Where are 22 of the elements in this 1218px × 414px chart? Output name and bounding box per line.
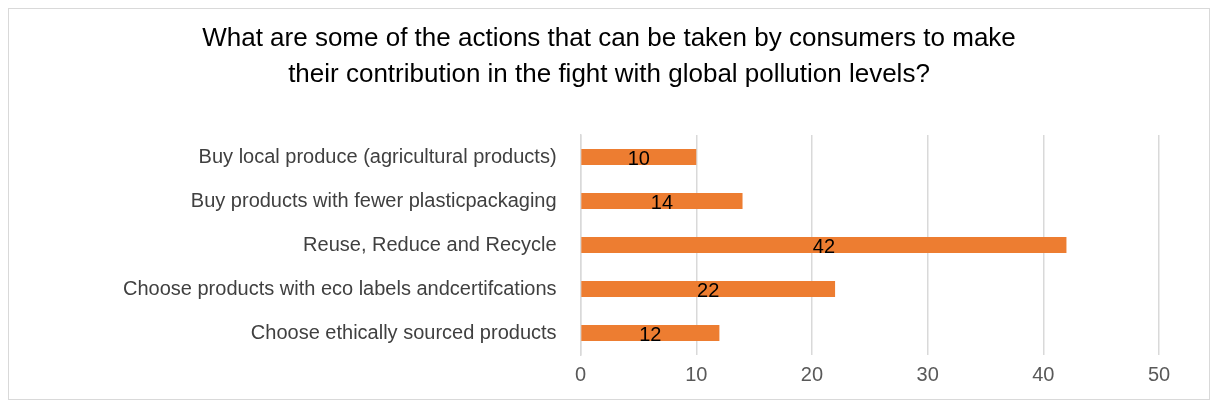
y-tick-label: Choose products with eco labels andcertifcations bbox=[123, 276, 557, 299]
y-tick-label: Reuse, Reduce and Recycle bbox=[303, 232, 557, 255]
bar bbox=[581, 149, 697, 165]
y-tick-label: Choose ethically sourced products bbox=[250, 320, 557, 343]
data-label: 14 bbox=[650, 190, 674, 213]
chart-title: What are some of the actions that can be taken by consumers to make their contribution in the fight with global pollution levels? bbox=[201, 21, 1017, 90]
x-tick-label: 30 bbox=[916, 362, 939, 385]
bar bbox=[581, 281, 836, 297]
x-tick-label: 40 bbox=[1032, 362, 1055, 385]
x-tick-label: 10 bbox=[685, 362, 708, 385]
data-label: 10 bbox=[627, 146, 650, 169]
x-tick-label: 20 bbox=[800, 362, 824, 385]
data-label: 22 bbox=[697, 278, 720, 301]
bar bbox=[581, 193, 743, 209]
bar bbox=[581, 237, 1067, 253]
bar bbox=[581, 325, 720, 341]
y-tick-label: Buy local produce (agricultural products) bbox=[198, 144, 557, 167]
data-label: 12 bbox=[639, 322, 662, 345]
y-tick-label: Buy products with fewer plasticpackaging bbox=[190, 188, 557, 211]
data-label: 42 bbox=[812, 234, 836, 257]
x-tick-label: 50 bbox=[1147, 362, 1171, 385]
x-tick-label: 0 bbox=[575, 362, 587, 385]
